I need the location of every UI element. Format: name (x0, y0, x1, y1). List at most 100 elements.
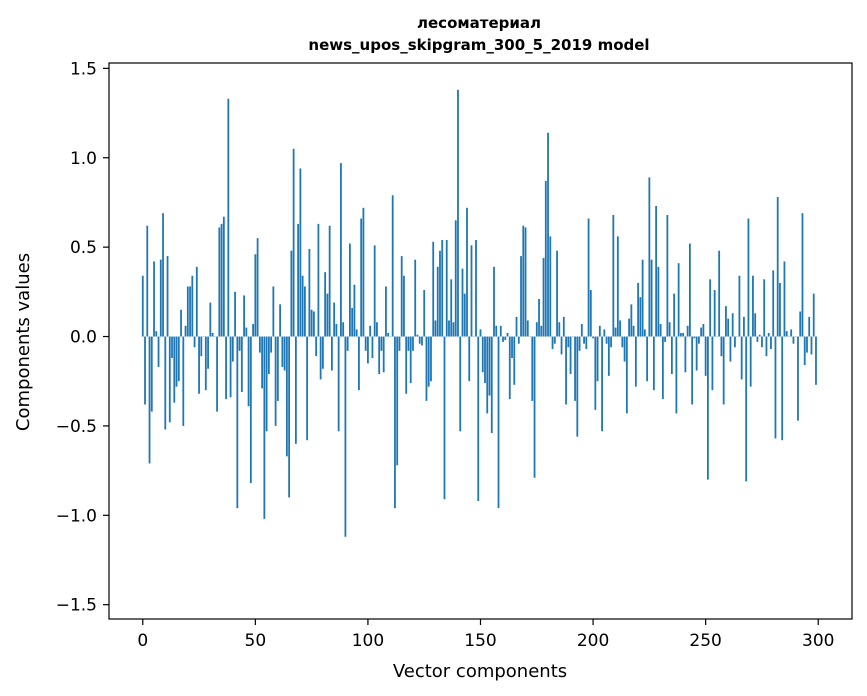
bar-component-101 (369, 325, 372, 337)
bar-component-3 (148, 336, 151, 464)
bar-component-73 (306, 336, 309, 441)
bar-component-89 (342, 322, 345, 337)
bar-component-120 (412, 336, 414, 351)
bar-component-204 (601, 336, 603, 432)
bar-component-181 (549, 236, 552, 337)
bar-component-239 (679, 332, 682, 337)
bar-component-184 (556, 250, 558, 337)
bar-component-180 (547, 132, 549, 337)
bar-component-111 (391, 195, 394, 337)
bar-component-202 (596, 336, 599, 382)
bar-component-260 (727, 318, 730, 337)
bar-component-109 (387, 332, 390, 337)
bar-component-69 (297, 223, 300, 337)
bar-component-245 (693, 336, 696, 339)
bar-component-38 (227, 98, 230, 337)
bar-component-277 (765, 336, 768, 357)
bar-component-143 (463, 293, 466, 337)
bar-component-284 (781, 336, 784, 441)
y-tick-label: 0.0 (70, 328, 97, 348)
bar-component-99 (364, 336, 367, 351)
bar-component-146 (470, 245, 473, 337)
bar-component-1 (144, 336, 146, 405)
x-tick-label: 100 (352, 631, 384, 651)
bar-component-53 (261, 336, 263, 389)
bar-component-270 (749, 336, 752, 387)
bar-component-95 (355, 329, 358, 337)
bar-component-50 (254, 254, 257, 337)
bar-component-214 (623, 336, 626, 362)
bar-component-13 (171, 336, 173, 358)
bar-component-176 (538, 298, 540, 337)
bar-component-61 (279, 304, 282, 337)
bar-component-179 (544, 180, 547, 337)
bar-component-130 (434, 320, 437, 337)
bar-component-131 (436, 266, 439, 337)
bar-component-252 (709, 279, 712, 337)
bar-component-149 (477, 336, 480, 502)
bar-component-225 (648, 177, 651, 337)
bar-component-124 (421, 336, 423, 346)
bar-component-232 (664, 336, 667, 342)
bar-component-263 (734, 336, 736, 348)
bar-component-141 (459, 336, 462, 432)
bar-component-79 (319, 336, 322, 380)
bar-component-9 (162, 213, 164, 337)
bar-component-48 (249, 336, 252, 484)
bar-component-135 (445, 239, 448, 337)
bar-component-197 (585, 336, 588, 350)
bar-component-86 (335, 324, 338, 337)
bar-component-218 (632, 325, 635, 337)
bar-component-106 (380, 336, 383, 351)
bar-component-145 (468, 336, 471, 382)
bar-component-221 (639, 297, 642, 337)
bar-component-128 (430, 336, 432, 382)
bar-component-52 (258, 336, 261, 353)
bar-component-243 (688, 243, 691, 337)
bar-component-29 (207, 336, 209, 369)
y-tick-label: 1.5 (70, 59, 97, 79)
bar-component-142 (461, 268, 464, 337)
bar-component-85 (333, 302, 336, 337)
bar-component-96 (358, 336, 360, 391)
bar-component-241 (684, 336, 687, 373)
bar-component-100 (367, 336, 369, 364)
bar-component-192 (574, 336, 576, 401)
bar-component-283 (779, 282, 781, 337)
bar-component-201 (594, 336, 597, 410)
bar-component-103 (373, 245, 376, 337)
bar-component-10 (164, 336, 167, 430)
bar-component-185 (558, 322, 561, 337)
bar-component-5 (153, 261, 155, 337)
bar-component-54 (263, 336, 266, 519)
bar-component-158 (497, 336, 500, 509)
bar-component-107 (382, 336, 385, 373)
bar-component-275 (761, 336, 763, 348)
bar-component-94 (353, 284, 356, 337)
y-tick-label: 0.5 (70, 238, 97, 258)
bar-component-62 (281, 336, 284, 367)
bar-component-46 (245, 327, 248, 337)
bar-component-292 (799, 311, 802, 337)
bar-component-285 (783, 261, 786, 337)
bar-component-280 (772, 270, 775, 337)
bar-component-80 (321, 336, 324, 369)
bar-component-19 (184, 325, 187, 337)
bar-component-84 (331, 336, 333, 371)
bar-component-40 (231, 336, 234, 362)
bar-component-189 (567, 336, 570, 348)
bar-component-235 (670, 336, 673, 375)
bar-component-206 (605, 336, 608, 344)
bar-component-23 (193, 336, 196, 348)
chart-title-line-2: news_upos_skipgram_300_5_2019 model (308, 36, 649, 54)
bar-component-291 (797, 336, 799, 421)
bar-component-75 (310, 309, 313, 337)
bar-component-234 (668, 322, 671, 337)
bar-component-224 (646, 336, 649, 382)
bar-component-164 (511, 336, 513, 358)
bar-component-90 (344, 336, 347, 537)
bar-component-153 (486, 336, 489, 414)
bar-component-183 (553, 336, 556, 344)
bar-component-195 (580, 324, 583, 337)
bar-component-253 (711, 336, 714, 391)
